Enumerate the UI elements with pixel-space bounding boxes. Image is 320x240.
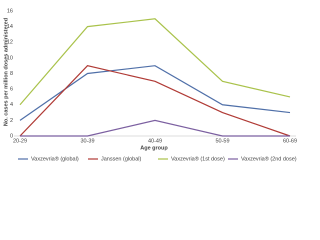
x-tick-label: 30-39	[80, 138, 94, 144]
x-tick-label: 40-49	[148, 138, 162, 144]
y-tick-label: 2	[10, 118, 13, 124]
y-tick-label: 16	[7, 8, 13, 14]
y-tick-label: 8	[10, 71, 13, 77]
series-line	[20, 119, 290, 137]
y-tick-label: 14	[7, 24, 13, 30]
x-tick-label: 60-69	[283, 138, 297, 144]
y-axis-label: No. cases per million doses administered	[3, 18, 9, 126]
x-axis-label: Age group	[140, 145, 168, 151]
y-tick-label: 4	[10, 102, 13, 108]
legend-label: Vaxzevria® (1st dose)	[171, 155, 225, 162]
y-tick-label: 12	[7, 40, 13, 46]
y-tick-label: 10	[7, 55, 13, 61]
x-tick-label: 20-29	[13, 138, 27, 144]
legend-label: Vaxzevria® (2nd dose)	[241, 155, 297, 162]
series-line	[19, 65, 291, 137]
chart: No. cases per million doses administered…	[3, 8, 297, 162]
legend-label: Vaxzevria® (global)	[31, 155, 79, 162]
y-tick-label: 6	[10, 87, 13, 93]
series-line	[19, 18, 291, 106]
legend-label: Janssen (global)	[101, 156, 142, 162]
x-tick-label: 50-59	[215, 138, 229, 144]
y-tick-label: 0	[10, 133, 13, 139]
